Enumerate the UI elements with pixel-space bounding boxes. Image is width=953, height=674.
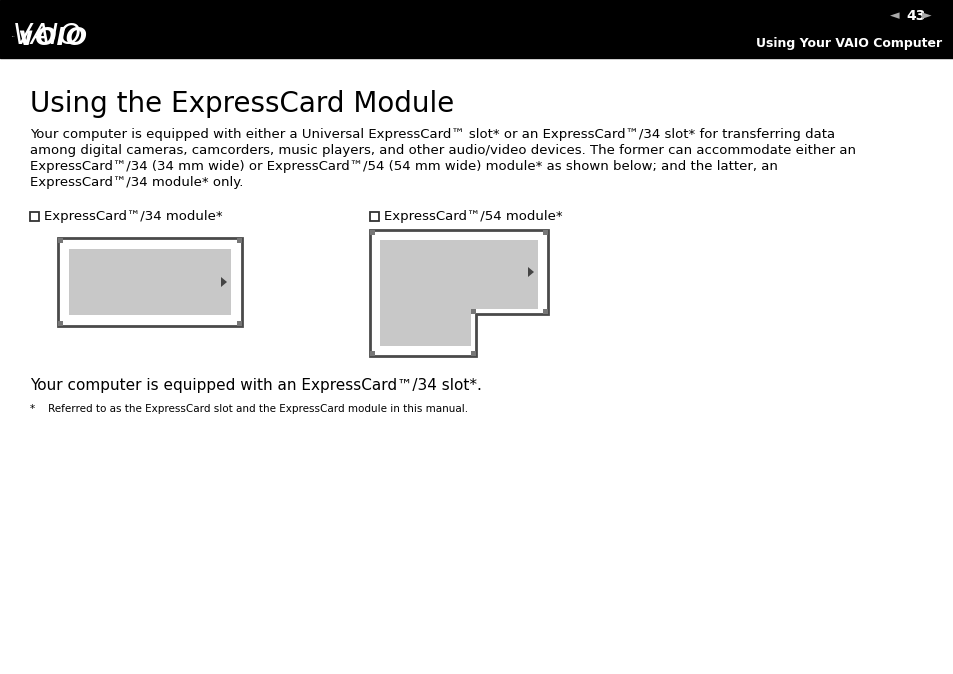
Bar — [370, 351, 375, 356]
Text: Using Your VAIO Computer: Using Your VAIO Computer — [755, 36, 941, 49]
Bar — [58, 238, 63, 243]
Text: ►: ► — [922, 9, 931, 22]
Bar — [58, 238, 242, 326]
Bar — [542, 230, 547, 235]
Text: ExpressCard™/34 (34 mm wide) or ExpressCard™/54 (54 mm wide) module* as shown be: ExpressCard™/34 (34 mm wide) or ExpressC… — [30, 160, 777, 173]
Text: Your computer is equipped with an ExpressCard™/34 slot*.: Your computer is equipped with an Expres… — [30, 378, 481, 393]
Bar — [370, 230, 375, 235]
Bar — [471, 309, 476, 314]
Bar — [69, 249, 231, 315]
Text: ExpressCard™/54 module*: ExpressCard™/54 module* — [384, 210, 562, 223]
Bar — [30, 212, 39, 221]
Text: Your computer is equipped with either a Universal ExpressCard™ slot* or an Expre: Your computer is equipped with either a … — [30, 128, 834, 141]
Text: 43: 43 — [905, 9, 924, 23]
Text: among digital cameras, camcorders, music players, and other audio/video devices.: among digital cameras, camcorders, music… — [30, 144, 855, 157]
Bar — [236, 321, 242, 326]
Bar — [58, 321, 63, 326]
Bar — [542, 309, 547, 314]
Polygon shape — [527, 267, 534, 277]
Text: ∨ΟIO: ∨ΟIO — [15, 26, 87, 50]
Polygon shape — [370, 230, 547, 356]
Bar — [370, 212, 378, 221]
Bar — [236, 238, 242, 243]
Bar — [471, 351, 476, 356]
Polygon shape — [379, 240, 537, 346]
Bar — [0, 0, 953, 58]
Text: *    Referred to as the ExpressCard slot and the ExpressCard module in this manu: * Referred to as the ExpressCard slot an… — [30, 404, 468, 414]
Text: $\mathbf{\mathit{VAIO}}$: $\mathbf{\mathit{VAIO}}$ — [12, 24, 81, 51]
Text: ExpressCard™/34 module* only.: ExpressCard™/34 module* only. — [30, 176, 243, 189]
Text: ExpressCard™/34 module*: ExpressCard™/34 module* — [44, 210, 222, 223]
Polygon shape — [221, 277, 227, 287]
Text: ◄: ◄ — [889, 9, 899, 22]
Text: Using the ExpressCard Module: Using the ExpressCard Module — [30, 90, 454, 118]
